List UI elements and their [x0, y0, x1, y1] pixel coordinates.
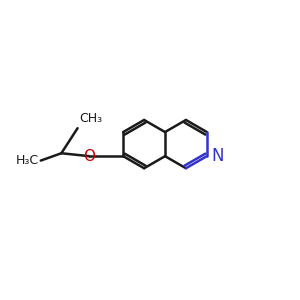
Text: CH₃: CH₃: [79, 112, 102, 125]
Text: O: O: [83, 149, 95, 164]
Text: H₃C: H₃C: [16, 154, 39, 167]
Text: N: N: [211, 147, 224, 165]
